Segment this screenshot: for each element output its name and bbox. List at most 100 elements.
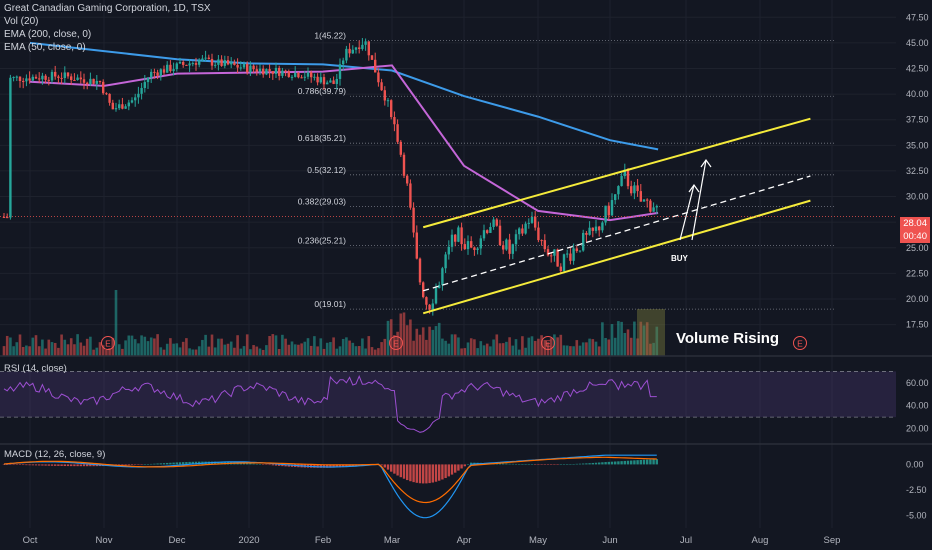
countdown-tag: 00:40 (900, 230, 930, 243)
macd-histogram-bar (649, 459, 652, 465)
candle-body (415, 232, 418, 259)
volume-bar (357, 346, 361, 356)
candle-body (422, 282, 425, 298)
volume-bar (85, 338, 89, 356)
volume-bar (338, 346, 342, 356)
candle-body (454, 234, 457, 242)
candle-body (598, 226, 601, 231)
macd-histogram-bar (556, 464, 559, 465)
volume-bar (495, 334, 499, 356)
candle-body (498, 225, 502, 246)
y-tick-label: 22.50 (906, 268, 929, 278)
candle-body (630, 186, 633, 194)
volume-bar (393, 335, 396, 356)
candle-body (572, 248, 575, 261)
candle-body (191, 63, 194, 65)
volume-bar (37, 346, 41, 356)
candle-body (198, 60, 201, 65)
macd-histogram-bar (652, 459, 655, 465)
macd-histogram-bar (540, 464, 543, 465)
volume-bar (585, 342, 588, 356)
candle-body (342, 60, 345, 65)
macd-histogram-bar (412, 464, 415, 483)
candle-body (18, 76, 22, 82)
volume-bar (444, 340, 447, 356)
macd-histogram-bar (121, 464, 124, 466)
macd-histogram-bar (562, 464, 566, 465)
macd-histogram-bar (194, 461, 198, 465)
candle-body (450, 234, 454, 247)
volume-bar (21, 346, 25, 356)
macd-histogram-bar (191, 461, 194, 465)
macd-histogram-bar (188, 461, 191, 465)
macd-histogram-bar (332, 464, 335, 468)
macd-histogram-bar (598, 462, 601, 465)
macd-histogram-bar (543, 464, 546, 465)
candle-body (566, 253, 569, 255)
macd-histogram-bar (34, 464, 38, 466)
volume-bar (572, 346, 575, 356)
volume-bar (242, 346, 246, 356)
macd-histogram-bar (137, 464, 140, 465)
volume-bar (633, 321, 636, 356)
volume-bar (623, 332, 627, 356)
earnings-marker-label: E (393, 339, 399, 349)
macd-histogram-bar (578, 463, 582, 465)
volume-bar (73, 344, 76, 356)
volume-bar (373, 349, 377, 356)
fibonacci-retracement[interactable]: 1(45.22) 0.786(39.79) 0.618(35.21) 0.5(32.1… (298, 31, 836, 310)
volume-bar (213, 347, 217, 356)
macd-tick-label: 0.00 (906, 459, 924, 469)
channel-lower-line (422, 199, 811, 315)
volume-bar (636, 338, 639, 356)
candle-body (284, 70, 287, 72)
buy-label: BUY (671, 254, 689, 263)
volume-bar (348, 340, 351, 356)
candle-body (175, 63, 178, 70)
volume-bar (559, 334, 563, 356)
candle-body (377, 72, 380, 83)
volume-bar (645, 322, 649, 356)
macd-histogram-bar (12, 464, 15, 465)
volume-bar (140, 335, 143, 356)
candle-body (402, 154, 406, 176)
volume-bar (210, 334, 214, 356)
volume-bar (28, 346, 31, 356)
macd-histogram-bar (534, 464, 537, 465)
rsi-line (3, 374, 657, 433)
up-arrow-head (688, 183, 700, 193)
candle-body (582, 232, 585, 251)
volume-bar (137, 343, 140, 356)
candle-body (319, 77, 322, 83)
volume-bar (271, 334, 275, 356)
macd-histogram-bar (172, 462, 175, 465)
candle-body (25, 78, 28, 82)
macd-histogram-bar (470, 462, 473, 465)
macd-histogram-bar (70, 464, 73, 467)
candle-body (287, 71, 290, 77)
volume-bar (233, 347, 236, 356)
macd-histogram-bar (524, 464, 527, 465)
volume-bar (655, 326, 659, 356)
volume-bar (492, 339, 495, 356)
candle-body (214, 64, 217, 66)
candle-body (322, 77, 326, 85)
candle-body (236, 64, 239, 68)
macd-histogram-bar (150, 463, 153, 465)
candle-body (505, 239, 508, 250)
volume-bar (249, 349, 252, 356)
candle-body (290, 76, 294, 78)
candle-body (466, 241, 470, 250)
macd-histogram-bar (127, 464, 130, 466)
macd-histogram-bar (521, 464, 524, 465)
candle-body (22, 81, 25, 83)
macd-histogram-bar (329, 464, 332, 468)
volume-bar (207, 346, 211, 356)
macd-histogram-bar (271, 464, 274, 466)
volume-bar (127, 335, 131, 356)
volume-bar (66, 344, 70, 356)
macd-histogram-bar (588, 463, 591, 465)
fib-level-label: 0.786(39.79) (298, 86, 346, 96)
